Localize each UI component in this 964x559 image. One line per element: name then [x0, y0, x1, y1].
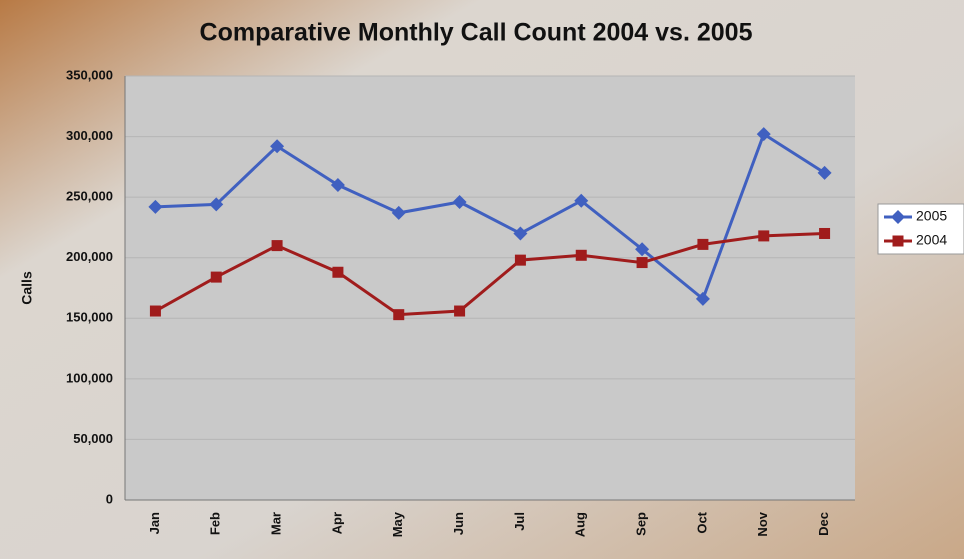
data-point: [452, 194, 467, 209]
data-point: [454, 305, 466, 317]
data-point: [148, 199, 163, 214]
data-point: [209, 197, 224, 212]
x-tick-label: Sep: [634, 512, 649, 536]
data-point: [756, 127, 771, 142]
data-point: [513, 226, 528, 241]
y-tick-label: 50,000: [73, 431, 113, 446]
y-tick-label: 200,000: [66, 249, 113, 264]
x-tick-label: Jun: [451, 512, 466, 535]
data-point: [393, 309, 405, 321]
legend-label: 2004: [916, 232, 947, 248]
data-point: [332, 266, 344, 278]
x-tick-label: Feb: [208, 512, 223, 535]
y-tick-label: 100,000: [66, 370, 113, 385]
data-point: [391, 205, 406, 220]
x-tick-label: May: [390, 511, 405, 537]
legend: [877, 203, 964, 255]
data-point: [635, 242, 650, 257]
y-axis-label: Calls: [19, 271, 35, 305]
y-tick-label: 300,000: [66, 128, 113, 143]
data-point: [149, 305, 161, 317]
data-point: [758, 230, 770, 242]
data-point: [636, 257, 648, 269]
y-tick-label: 0: [106, 491, 113, 506]
data-point: [697, 238, 709, 250]
data-point: [574, 193, 589, 208]
y-tick-label: 250,000: [66, 189, 113, 204]
x-tick-label: Dec: [816, 512, 831, 536]
data-point: [270, 139, 285, 154]
data-point: [271, 240, 283, 252]
legend-label: 2005: [916, 208, 947, 224]
data-point: [514, 254, 526, 266]
x-tick-label: Mar: [269, 512, 284, 535]
plot-area: [125, 76, 855, 500]
data-point: [695, 291, 710, 306]
x-tick-label: Nov: [755, 511, 770, 536]
chart-title: Comparative Monthly Call Count 2004 vs. …: [200, 19, 753, 47]
series-line: [155, 131, 826, 302]
x-tick-label: Jul: [512, 512, 527, 531]
data-point: [819, 227, 831, 239]
x-tick-label: Jan: [147, 512, 162, 534]
x-tick-label: Apr: [329, 512, 344, 534]
data-point: [575, 249, 587, 261]
series-line: [154, 231, 825, 317]
data-point: [817, 165, 832, 180]
data-point: [330, 178, 345, 193]
legend-marker: [891, 210, 905, 224]
data-point: [210, 271, 222, 283]
x-tick-label: Oct: [694, 511, 709, 533]
legend-marker: [892, 235, 904, 247]
y-tick-label: 150,000: [66, 310, 113, 325]
x-tick-label: Aug: [573, 512, 588, 537]
y-tick-label: 350,000: [66, 67, 113, 82]
